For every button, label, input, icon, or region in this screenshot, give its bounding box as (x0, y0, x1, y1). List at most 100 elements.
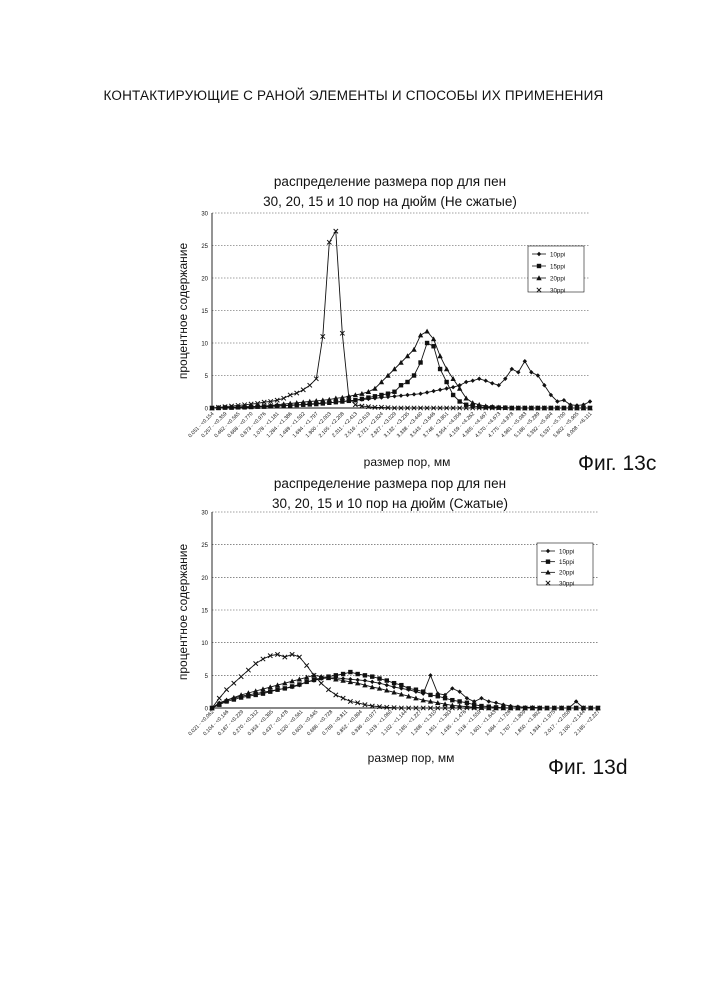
chart2-point-30ppi (261, 657, 265, 661)
chart2-point-15ppi (392, 681, 396, 685)
chart2-point-30ppi (297, 655, 301, 659)
chart1-legend-label: 30ppi (550, 287, 565, 294)
chart1-point-15ppi (366, 395, 370, 399)
chart1-point-10ppi (412, 392, 416, 396)
chart2-point-15ppi (436, 694, 440, 698)
chart2-point-30ppi (341, 696, 345, 700)
chart2-ytick-label: 25 (201, 543, 208, 549)
chart1-point-15ppi (392, 390, 396, 394)
chart1-point-10ppi (438, 388, 442, 392)
chart1-point-20ppi (411, 347, 416, 352)
chart1-point-30ppi (301, 388, 305, 392)
chart2-point-15ppi (341, 672, 345, 676)
chart2-point-10ppi (385, 683, 389, 687)
chart1-ylabel: процентное содержание (176, 243, 190, 380)
chart1-series-20ppi (209, 329, 592, 411)
chart2-point-30ppi (232, 681, 236, 685)
chart1-point-15ppi (451, 393, 455, 397)
chart2-series-15ppi (210, 670, 600, 710)
chart1-point-10ppi (588, 399, 592, 403)
chart2-point-15ppi (283, 686, 287, 690)
chart2-point-30ppi (246, 668, 250, 672)
chart2-ytick-label: 30 (201, 511, 208, 517)
chart2-legend-label: 20ppi (559, 570, 574, 577)
chart2-point-10ppi (428, 673, 432, 677)
chart1-point-15ppi (431, 344, 435, 348)
chart2-point-15ppi (385, 678, 389, 682)
chart2-ylabel: процентное содержание (176, 544, 190, 681)
chart1-point-20ppi (463, 396, 468, 401)
chart1-point-30ppi (308, 383, 312, 387)
chart2-legend-label: 15ppi (559, 559, 574, 566)
chart1-point-15ppi (399, 383, 403, 387)
chart2-point-15ppi (261, 691, 265, 695)
chart1-point-15ppi (360, 397, 364, 401)
chart1-legend: 10ppi15ppi20ppi30ppi (528, 246, 584, 294)
chart1-ytick-label: 0 (205, 407, 209, 413)
chart2-point-30ppi (304, 663, 308, 667)
chart1-point-15ppi (353, 398, 357, 402)
chart1-point-15ppi (444, 380, 448, 384)
chart1-point-10ppi (392, 394, 396, 398)
chart1-point-15ppi (334, 400, 338, 404)
chart2-point-15ppi (443, 696, 447, 700)
chart2-legend: 10ppi15ppi20ppi30ppi (537, 543, 593, 587)
chart1-point-15ppi (386, 392, 390, 396)
chart1-ytick-label: 30 (201, 212, 208, 218)
chart2-point-15ppi (428, 693, 432, 697)
chart2-point-10ppi (392, 685, 396, 689)
chart2-point-10ppi (487, 699, 491, 703)
chart2-point-30ppi (224, 688, 228, 692)
chart1-point-10ppi (477, 377, 481, 381)
chart1-point-10ppi (484, 379, 488, 383)
chart2-point-30ppi (334, 693, 338, 697)
chart1-plot: 0510152025300.051 - <0.1540.257 - <0.359… (176, 212, 593, 470)
chart2-point-15ppi (312, 678, 316, 682)
chart1-point-10ppi (516, 370, 520, 374)
chart2-point-30ppi (290, 652, 294, 656)
chart2-point-15ppi (457, 699, 461, 703)
chart1-legend-label: 15ppi (550, 263, 565, 270)
chart2-point-15ppi (406, 686, 410, 690)
chart2-point-15ppi (355, 672, 359, 676)
chart1-point-15ppi (412, 373, 416, 377)
chart1-ytick-label: 25 (201, 244, 208, 250)
chart1-point-15ppi (438, 367, 442, 371)
chart1-point-15ppi (340, 399, 344, 403)
chart2-plot: 0510152025300.021 - <0.0620.104 - <0.146… (176, 511, 601, 766)
chart1-point-20ppi (444, 366, 449, 371)
chart2-ytick-label: 10 (201, 641, 208, 647)
chart2-ytick-label: 5 (205, 674, 209, 680)
chart1-point-20ppi (437, 353, 442, 358)
chart1-point-10ppi (425, 390, 429, 394)
chart1-ytick-label: 5 (205, 374, 209, 380)
chart1-ytick-label: 10 (201, 342, 208, 348)
chart2-line-30ppi (212, 654, 598, 708)
chart2-point-10ppi (494, 701, 498, 705)
chart2-point-10ppi (479, 696, 483, 700)
chart2-point-30ppi (319, 681, 323, 685)
chart1-point-10ppi (444, 386, 448, 390)
chart1-point-15ppi (405, 380, 409, 384)
chart1-ytick-label: 15 (201, 309, 208, 315)
chart1-point-10ppi (490, 381, 494, 385)
chart1-point-10ppi (470, 379, 474, 383)
chart2-point-10ppi (377, 681, 381, 685)
chart2-point-10ppi (370, 680, 374, 684)
chart1-point-15ppi (418, 360, 422, 364)
chart1-legend-label: 10ppi (550, 251, 565, 258)
chart1-point-10ppi (399, 393, 403, 397)
chart2-legend-marker-15ppi (546, 559, 550, 563)
chart2-point-15ppi (421, 689, 425, 693)
chart1-point-20ppi (470, 400, 475, 405)
chart1-legend-marker-15ppi (537, 264, 541, 268)
chart2-point-30ppi (239, 674, 243, 678)
chart2-point-15ppi (268, 689, 272, 693)
chart1-point-10ppi (405, 393, 409, 397)
chart2-legend-label: 30ppi (559, 580, 574, 587)
chart1-point-10ppi (464, 380, 468, 384)
chart1-ytick-label: 20 (201, 277, 208, 283)
chart2-point-15ppi (370, 674, 374, 678)
chart2-ytick-label: 20 (201, 576, 208, 582)
chart1-point-30ppi (295, 391, 299, 395)
